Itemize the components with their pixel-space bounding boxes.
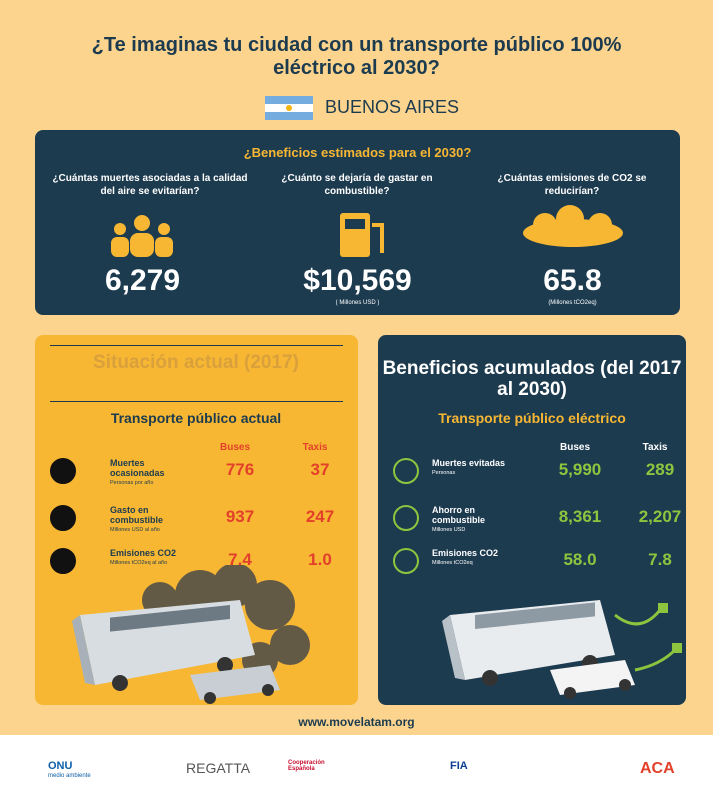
title: ¿Te imaginas tu ciudad con un transporte…: [91, 34, 622, 79]
label: Emisiones CO2: [432, 548, 499, 558]
unit: ( Millones USD ): [335, 300, 380, 306]
logo: Cooperación Española: [288, 760, 325, 772]
row-icon: [50, 548, 76, 574]
row-value: 937: [225, 507, 255, 526]
sub: Personas: [432, 470, 456, 476]
row-label: Ahorro en combustible Millones USD: [432, 505, 522, 535]
row-value: 58.0: [563, 550, 597, 569]
sub: Millones USD: [432, 527, 466, 533]
sub: Millones USD al año: [110, 527, 160, 533]
row-value: 247: [305, 507, 335, 526]
column: Taxis: [302, 442, 328, 453]
electric-illustration: [442, 600, 682, 699]
column: Buses: [559, 442, 590, 453]
label: Gasto en combustible: [110, 505, 164, 525]
url: www.movelatam.org: [298, 715, 415, 729]
row-icon: [50, 505, 76, 531]
divider: [50, 345, 343, 346]
row-icon: [393, 458, 419, 484]
row-value: 8,361: [558, 507, 602, 526]
estimated-heading: ¿Beneficios estimados para el 2030?: [243, 145, 472, 160]
current-title: Situación actual (2017): [93, 352, 299, 373]
row-value: 37: [310, 460, 330, 479]
label: Emisiones CO2: [110, 548, 177, 558]
label: Muertes evitadas: [432, 458, 506, 468]
icons: [111, 205, 623, 257]
row-value: 289: [645, 460, 675, 479]
row-value: 7.8: [648, 550, 672, 569]
flag: [265, 96, 313, 120]
cumulative-title: Beneficios acumulados (del 2017 al 2030): [382, 358, 682, 400]
row-label: Gasto en combustible Millones USD al año: [110, 505, 200, 535]
row-value: 1.0: [308, 550, 332, 569]
row-label: Muertes evitadas Personas: [432, 458, 522, 478]
column: Buses: [219, 442, 250, 453]
value: 65.8: [543, 264, 602, 297]
sub: Millones tCO2eq al año: [110, 560, 168, 566]
buses-illustration: [72, 565, 310, 704]
cumulative-subtitle: Transporte público eléctrico: [438, 410, 626, 426]
label: Muertes ocasionadas: [110, 458, 165, 478]
value: 6,279: [104, 264, 181, 297]
row-value: 776: [225, 460, 255, 479]
current-subtitle: Transporte público actual: [110, 410, 282, 426]
row-icon: [393, 505, 419, 531]
unit: (Millones tCO2eq): [548, 300, 597, 306]
column: Taxis: [642, 442, 668, 453]
row-value: 5,990: [558, 460, 602, 479]
row-label: Muertes ocasionadas Personas por año: [110, 458, 200, 488]
logo: ONU: [48, 760, 73, 772]
row-icon: [393, 548, 419, 574]
logo: REGATTA: [186, 760, 251, 776]
sub: Millones tCO2eq: [432, 560, 473, 566]
city: BUENOS AIRES: [325, 97, 460, 117]
divider: [50, 401, 343, 402]
label: Ahorro en combustible: [432, 505, 486, 525]
row-value: 2,207: [638, 507, 682, 526]
question: ¿Cuántas emisiones de CO2 se reducirían?: [497, 173, 647, 197]
row-icon: [50, 458, 76, 484]
logo: FIA: [450, 760, 468, 772]
logo: ACA: [640, 760, 675, 777]
value: $10,569: [303, 264, 412, 297]
row-label: Emisiones CO2 Millones tCO2eq: [432, 548, 522, 568]
question: ¿Cuánto se dejaría de gastar en combusti…: [281, 173, 433, 197]
row-label: Emisiones CO2 Millones tCO2eq al año: [110, 548, 200, 568]
footer: [0, 735, 713, 801]
sub: Personas por año: [110, 480, 154, 486]
logo: medio ambiente: [48, 773, 91, 779]
question: ¿Cuántas muertes asociadas a la calidad …: [52, 173, 248, 197]
